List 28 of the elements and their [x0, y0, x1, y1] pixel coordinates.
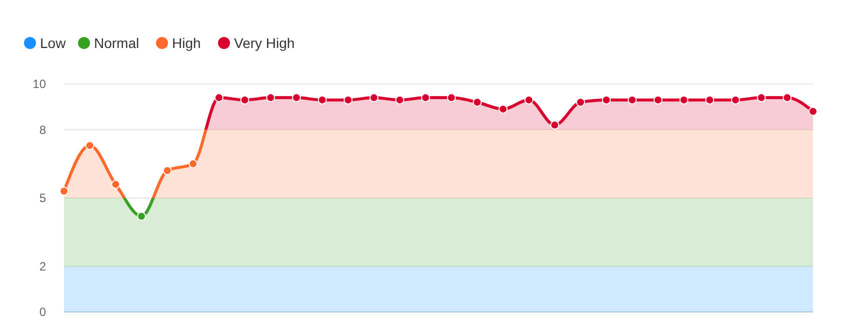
point: [292, 93, 301, 102]
point: [266, 93, 276, 102]
point: [756, 93, 766, 102]
point: [421, 93, 430, 102]
legend-label: Very High: [234, 35, 295, 51]
point: [576, 98, 586, 107]
point: [214, 93, 224, 102]
legend-label: Normal: [94, 35, 140, 51]
point: [60, 186, 68, 196]
point: [188, 159, 198, 168]
point: [446, 93, 456, 102]
point: [162, 166, 172, 176]
point: [472, 98, 482, 107]
y-tick-label: 10: [32, 77, 46, 92]
point: [369, 93, 378, 102]
point: [498, 104, 508, 114]
point: [85, 141, 94, 150]
legend-label: Low: [40, 35, 67, 51]
y-tick-label: 2: [39, 260, 46, 274]
point: [111, 180, 120, 189]
y-tick-label: 5: [39, 191, 46, 206]
point: [550, 120, 560, 130]
point: [782, 93, 792, 102]
point: [136, 212, 146, 221]
point: [808, 106, 818, 116]
y-tick-label: 8: [39, 122, 46, 137]
legend-label: High: [172, 35, 201, 51]
y-tick-label: 0: [39, 305, 46, 320]
